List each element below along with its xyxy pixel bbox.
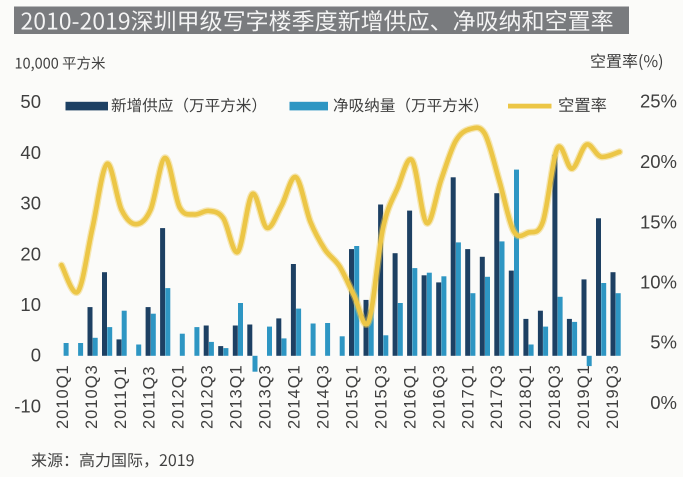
svg-text:5%: 5% — [650, 332, 677, 353]
svg-text:2014Q1: 2014Q1 — [286, 364, 304, 429]
svg-text:2017Q3: 2017Q3 — [488, 364, 506, 429]
svg-text:0%: 0% — [650, 392, 677, 413]
svg-text:10: 10 — [20, 294, 41, 315]
svg-text:20: 20 — [20, 243, 41, 264]
svg-text:15%: 15% — [640, 211, 677, 232]
svg-text:2017Q1: 2017Q1 — [459, 364, 477, 429]
svg-text:2018Q3: 2018Q3 — [546, 364, 564, 429]
svg-text:2018Q1: 2018Q1 — [517, 364, 535, 429]
svg-text:2012Q3: 2012Q3 — [199, 364, 217, 429]
svg-text:2010Q3: 2010Q3 — [83, 364, 101, 429]
svg-text:2011Q3: 2011Q3 — [141, 366, 159, 430]
svg-text:25%: 25% — [640, 91, 677, 112]
svg-text:2016Q1: 2016Q1 — [401, 364, 419, 429]
svg-text:2012Q1: 2012Q1 — [170, 364, 188, 429]
svg-text:2010Q1: 2010Q1 — [54, 364, 72, 429]
svg-text:2015Q3: 2015Q3 — [372, 364, 390, 429]
svg-text:30: 30 — [20, 193, 41, 214]
svg-text:20%: 20% — [640, 151, 677, 172]
svg-text:0: 0 — [31, 345, 41, 366]
svg-text:2014Q3: 2014Q3 — [315, 364, 333, 429]
svg-text:2016Q3: 2016Q3 — [430, 364, 448, 429]
svg-text:2019Q1: 2019Q1 — [575, 364, 593, 429]
svg-text:50: 50 — [20, 91, 41, 112]
svg-text:2011Q1: 2011Q1 — [112, 366, 130, 430]
svg-text:2015Q1: 2015Q1 — [344, 364, 362, 429]
svg-text:2013Q3: 2013Q3 — [257, 364, 275, 429]
svg-text:2013Q1: 2013Q1 — [228, 364, 246, 429]
svg-text:-10: -10 — [14, 395, 41, 416]
svg-text:2019Q3: 2019Q3 — [604, 364, 622, 429]
svg-text:40: 40 — [20, 142, 41, 163]
svg-text:10%: 10% — [640, 272, 677, 293]
